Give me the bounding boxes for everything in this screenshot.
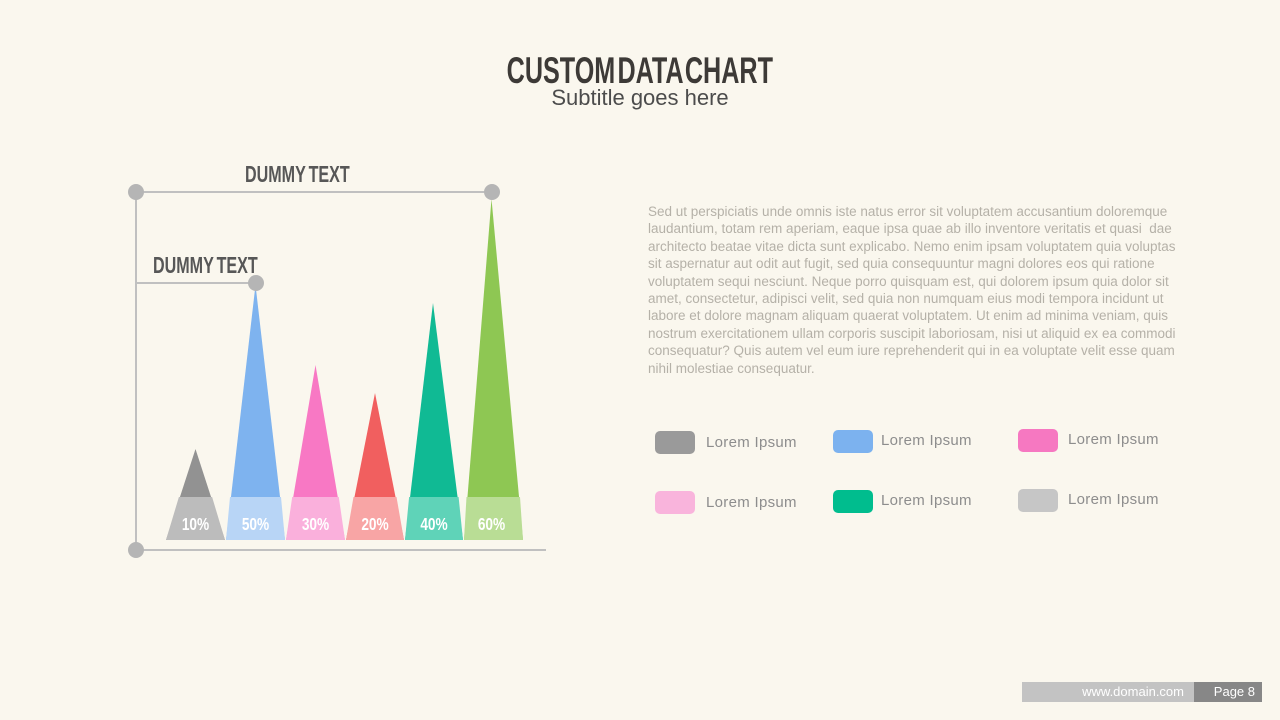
svg-text:50%: 50% bbox=[242, 515, 269, 534]
svg-text:20%: 20% bbox=[361, 515, 388, 534]
svg-text:60%: 60% bbox=[478, 515, 505, 534]
svg-text:30%: 30% bbox=[302, 515, 329, 534]
svg-text:10%: 10% bbox=[182, 515, 209, 534]
svg-text:40%: 40% bbox=[420, 515, 447, 534]
